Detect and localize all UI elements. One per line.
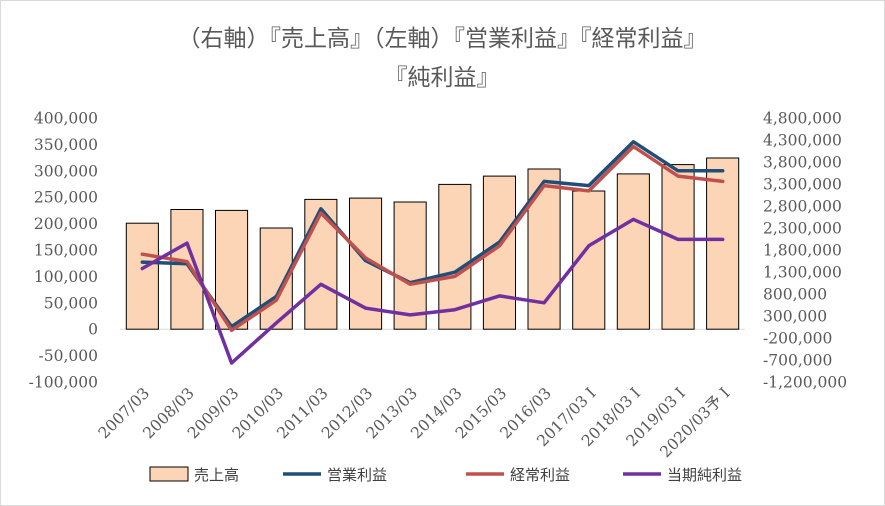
right-tick-label: 4,800,000 — [763, 110, 842, 128]
right-tick-label: 4,300,000 — [763, 132, 842, 150]
left-tick-label: 400,000 — [34, 110, 98, 128]
left-tick-label: 50,000 — [44, 294, 98, 312]
bar-sales — [706, 157, 740, 330]
left-tick-label: 300,000 — [34, 162, 98, 180]
right-tick-label: 3,800,000 — [763, 154, 842, 172]
right-tick-label: -1,200,000 — [763, 374, 847, 392]
bar-sales — [215, 209, 249, 330]
left-tick-label: -100,000 — [29, 374, 98, 392]
chart-title-line2: 『純利益』 — [385, 65, 500, 91]
left-tick-label: 350,000 — [34, 136, 98, 154]
right-tick-label: 2,800,000 — [763, 198, 842, 216]
bar-sales — [527, 168, 561, 330]
left-axis-ticks: 400,000 350,000 300,000 250,000 200,000 150,0… — [29, 110, 98, 392]
left-tick-label: 150,000 — [34, 242, 98, 260]
legend-label: 当期純利益 — [667, 466, 742, 484]
right-tick-label: 800,000 — [763, 286, 827, 304]
chart-title-line1: （右軸）『売上高』（左軸）『営業利益』『経常利益』 — [178, 26, 707, 52]
legend-label: 経常利益 — [510, 466, 570, 484]
left-tick-label: 100,000 — [34, 268, 98, 286]
right-tick-label: -700,000 — [763, 352, 832, 370]
left-tick-label: -50,000 — [39, 347, 98, 365]
line-net-profit — [140, 217, 725, 365]
line-operating-profit — [140, 140, 725, 329]
legend: 売上高 営業利益 経常利益 当期純利益 — [149, 466, 742, 484]
bar-sales — [393, 201, 427, 330]
right-tick-label: 3,300,000 — [763, 176, 842, 194]
right-tick-label: 300,000 — [763, 308, 827, 326]
right-tick-label: 1,800,000 — [763, 242, 842, 260]
x-axis-ticks: 2007/032008/032009/032010/032011/032012/… — [95, 384, 734, 461]
left-tick-label: 250,000 — [34, 189, 98, 207]
legend-swatch-sales — [149, 466, 189, 482]
bar-sales — [125, 222, 159, 330]
left-tick-label: 0 — [88, 321, 98, 339]
right-tick-label: -200,000 — [763, 330, 832, 348]
left-tick-label: 200,000 — [34, 215, 98, 233]
line-series — [140, 140, 725, 365]
legend-label: 営業利益 — [327, 466, 387, 484]
right-tick-label: 1,300,000 — [763, 264, 842, 282]
right-axis-ticks: 4,800,000 4,300,000 3,800,000 3,300,000 2,80… — [763, 110, 847, 392]
right-tick-label: 2,300,000 — [763, 220, 842, 238]
legend-label: 売上高 — [194, 466, 239, 484]
line-ordinary-profit — [140, 144, 725, 333]
bar-sales — [438, 183, 472, 330]
bar-sales — [616, 173, 650, 330]
bar-series — [125, 157, 740, 330]
bar-sales — [304, 198, 338, 330]
bar-sales — [661, 164, 695, 330]
